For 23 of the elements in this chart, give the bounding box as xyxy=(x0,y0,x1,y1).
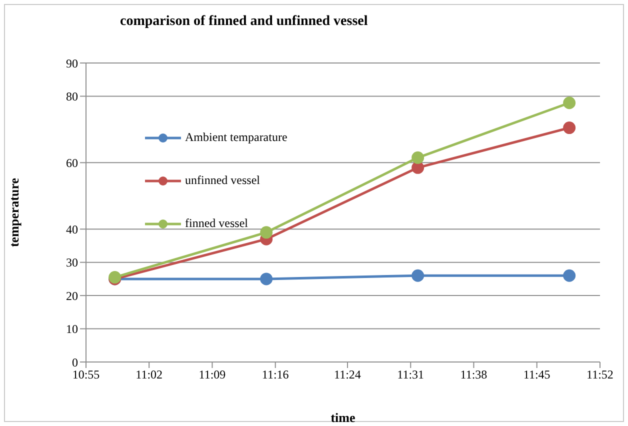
x-axis-title: time xyxy=(330,410,356,425)
y-tick-label: 60 xyxy=(66,156,78,170)
legend-label: finned vessel xyxy=(185,216,248,231)
y-tick-label: 20 xyxy=(66,288,78,303)
x-tick-label: 11:09 xyxy=(198,368,226,382)
y-tick-label: 0 xyxy=(72,355,78,370)
x-tick-label: 10:55 xyxy=(72,368,100,382)
x-tick-label: 11:38 xyxy=(460,368,488,382)
x-tick-label: 11:16 xyxy=(262,368,289,382)
x-tick-label: 11:31 xyxy=(397,368,424,382)
x-tick-label: 11:45 xyxy=(523,368,550,382)
legend-label: Ambient temparature xyxy=(185,130,288,145)
y-tick-label: 30 xyxy=(66,256,78,270)
x-tick-label: 11:24 xyxy=(334,368,361,382)
y-axis-title: temperature xyxy=(6,178,22,248)
x-tick-label: 11:52 xyxy=(586,368,614,382)
y-tick-label: 90 xyxy=(66,56,78,70)
y-tick-label: 80 xyxy=(66,89,78,104)
y-tick-label: 10 xyxy=(66,322,78,336)
chart-title: comparison of finned and unfinned vessel xyxy=(120,14,368,30)
x-tick-label: 11:02 xyxy=(136,368,163,382)
legend-label: unfinned vessel xyxy=(185,173,260,188)
y-tick-label: 40 xyxy=(66,222,78,236)
